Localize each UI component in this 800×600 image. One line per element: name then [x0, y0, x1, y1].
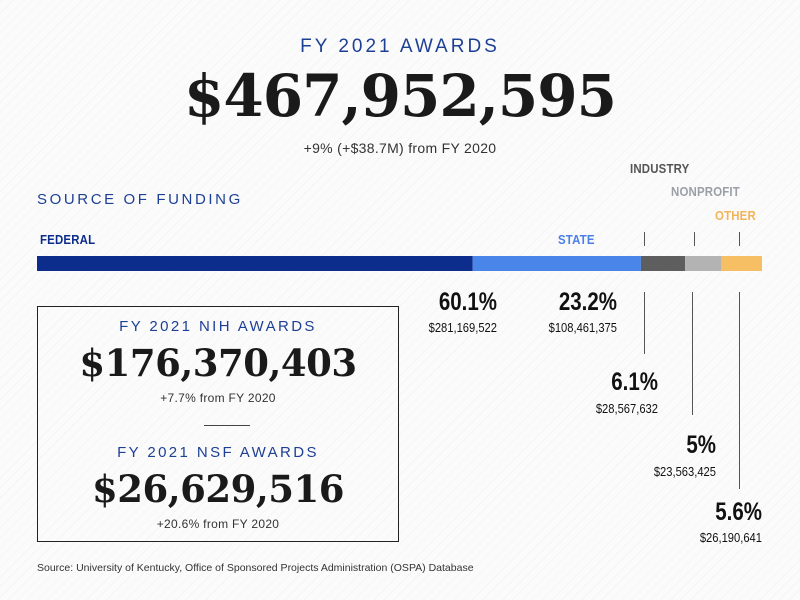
total-change-text: +9% (+$38.7M) from FY 2020 [303, 140, 497, 156]
nsf-awards-change: +20.6% from FY 2020 [156, 517, 280, 531]
industry-percent: 6.1% [611, 368, 658, 396]
industry-tick-line [644, 232, 645, 246]
total-awards-amount: $467,952,595 [184, 62, 617, 130]
nonprofit-leader-line [692, 292, 693, 415]
other-tick-line [739, 232, 740, 246]
nonprofit-percent: 5% [686, 431, 716, 459]
other-leader-line [739, 292, 740, 489]
other-percent: 5.6% [715, 498, 762, 526]
funding-heading: SOURCE OF FUNDING [37, 191, 243, 208]
nsf-awards-title: FY 2021 NSF AWARDS [117, 444, 319, 461]
bar-segment-industry [640, 256, 686, 271]
state-amount: $108,461,375 [548, 320, 617, 335]
bar-segment-nonprofit [685, 256, 722, 271]
nih-awards-amount: $176,370,403 [79, 341, 357, 385]
nsf-awards-amount: $26,629,516 [92, 467, 344, 511]
nonprofit-amount: $23,563,425 [653, 464, 716, 479]
source-note: Source: University of Kentucky, Office o… [37, 562, 474, 574]
nonprofit-tick-line [694, 232, 695, 246]
category-label-industry: INDUSTRY [630, 161, 690, 176]
funding-stacked-bar [37, 256, 762, 271]
federal-amount: $281,169,522 [428, 320, 497, 335]
industry-leader-line [644, 292, 645, 354]
agency-awards-box: FY 2021 NIH AWARDS $176,370,403 +7.7% fr… [37, 306, 399, 542]
nih-awards-title: FY 2021 NIH AWARDS [119, 318, 317, 335]
federal-percent: 60.1% [438, 288, 497, 316]
category-label-state: STATE [558, 232, 595, 247]
box-divider [204, 425, 250, 426]
bar-segment-federal [37, 256, 473, 271]
category-label-nonprofit: NONPROFIT [671, 184, 740, 199]
category-label-federal: FEDERAL [40, 232, 96, 247]
page-title: FY 2021 AWARDS [300, 36, 500, 57]
bar-segment-other [721, 256, 762, 271]
nih-awards-change: +7.7% from FY 2020 [160, 391, 276, 405]
other-amount: $26,190,641 [699, 530, 762, 545]
bar-segment-state [472, 256, 641, 271]
category-label-other: OTHER [715, 208, 756, 223]
industry-amount: $28,567,632 [595, 401, 658, 416]
state-percent: 23.2% [558, 288, 617, 316]
